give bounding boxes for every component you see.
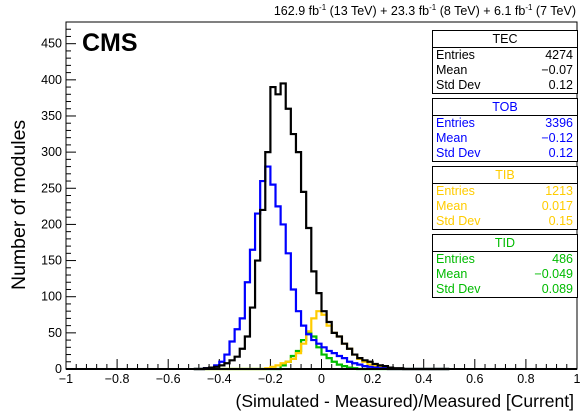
- stats-value: −0.12: [541, 131, 573, 145]
- stats-value: 4274: [545, 48, 573, 62]
- x-tick-label: −1: [59, 372, 73, 386]
- y-tick-label: 150: [41, 254, 62, 268]
- x-tick-label: 0: [318, 372, 325, 386]
- y-tick-label: 450: [41, 37, 62, 51]
- stats-value: 0.12: [548, 146, 573, 160]
- stats-row: Entries 1213: [433, 184, 577, 199]
- superscript-0: -1: [319, 3, 327, 12]
- stats-label: Entries: [436, 252, 475, 266]
- stats-value: 0.089: [541, 282, 573, 296]
- stats-value: 0.15: [548, 214, 573, 228]
- stats-box-tec: TEC Entries 4274 Mean −0.07 Std Dev 0.12: [432, 30, 578, 94]
- stats-row: Entries 3396: [433, 116, 577, 131]
- stats-label: Std Dev: [436, 78, 481, 92]
- stats-value: 486: [552, 252, 573, 266]
- stats-box-title: TEC: [433, 31, 577, 48]
- stats-row: Std Dev 0.12: [433, 78, 577, 93]
- y-tick-label: 300: [41, 145, 62, 159]
- stats-row: Mean −0.07: [433, 63, 577, 78]
- stats-row: Entries 486: [433, 252, 577, 267]
- y-axis-title: Number of modules: [8, 119, 30, 290]
- stats-value: 3396: [545, 116, 573, 130]
- stats-value: −0.049: [534, 267, 573, 281]
- stats-box-tib: TIB Entries 1213 Mean 0.017 Std Dev 0.15: [432, 166, 578, 230]
- experiment-label: CMS: [82, 29, 138, 57]
- stats-box-tob: TOB Entries 3396 Mean −0.12 Std Dev 0.12: [432, 98, 578, 162]
- x-tick-label: −0.4: [207, 372, 232, 386]
- stats-label: Std Dev: [436, 146, 481, 160]
- y-tick-label: 350: [41, 109, 62, 123]
- stats-value: 0.12: [548, 78, 573, 92]
- stats-box-tid: TID Entries 486 Mean −0.049 Std Dev 0.089: [432, 234, 578, 298]
- x-tick-label: 0.6: [466, 372, 483, 386]
- stats-row: Std Dev 0.089: [433, 282, 577, 297]
- x-tick-label: 1: [574, 372, 580, 386]
- stats-label: Std Dev: [436, 214, 481, 228]
- x-tick-label: 0.4: [415, 372, 432, 386]
- stats-row: Std Dev 0.12: [433, 146, 577, 161]
- x-tick-label: 0.8: [517, 372, 534, 386]
- superscript-2: -1: [525, 3, 533, 12]
- x-tick-label: −0.8: [105, 372, 130, 386]
- stats-label: Mean: [436, 131, 468, 145]
- superscript-1: -1: [429, 3, 437, 12]
- luminosity-label: 162.9 fb-1 (13 TeV) + 23.3 fb-1 (8 TeV) …: [273, 3, 576, 19]
- x-tick-label: −0.6: [156, 372, 181, 386]
- stats-label: Mean: [436, 63, 468, 77]
- y-tick-label: 400: [41, 73, 62, 87]
- y-tick-label: 50: [48, 326, 62, 340]
- series-tob-line: [193, 165, 450, 371]
- stats-row: Entries 4274: [433, 48, 577, 63]
- stats-box-title: TIB: [433, 167, 577, 184]
- stats-box-title: TID: [433, 235, 577, 252]
- stats-box-title: TOB: [433, 99, 577, 116]
- stats-row: Mean −0.12: [433, 131, 577, 146]
- x-tick-label: 0.2: [364, 372, 381, 386]
- stats-row: Std Dev 0.15: [433, 214, 577, 229]
- y-tick-label: 100: [41, 290, 62, 304]
- stats-label: Entries: [436, 48, 475, 62]
- x-tick-label: −0.2: [258, 372, 283, 386]
- stats-label: Mean: [436, 267, 468, 281]
- series-tec-line: [193, 82, 450, 371]
- x-axis-title: (Simulated - Measured)/Measured [Current…: [235, 391, 574, 411]
- stats-label: Mean: [436, 199, 468, 213]
- stats-value: 1213: [545, 184, 573, 198]
- y-tick-label: 0: [55, 362, 62, 376]
- stats-label: Std Dev: [436, 282, 481, 296]
- y-tick-label: 250: [41, 181, 62, 195]
- stats-label: Entries: [436, 116, 475, 130]
- stats-value: −0.07: [541, 63, 573, 77]
- stats-label: Entries: [436, 184, 475, 198]
- stats-value: 0.017: [541, 199, 573, 213]
- y-tick-label: 200: [41, 217, 62, 231]
- stats-row: Mean −0.049: [433, 267, 577, 282]
- stats-row: Mean 0.017: [433, 199, 577, 214]
